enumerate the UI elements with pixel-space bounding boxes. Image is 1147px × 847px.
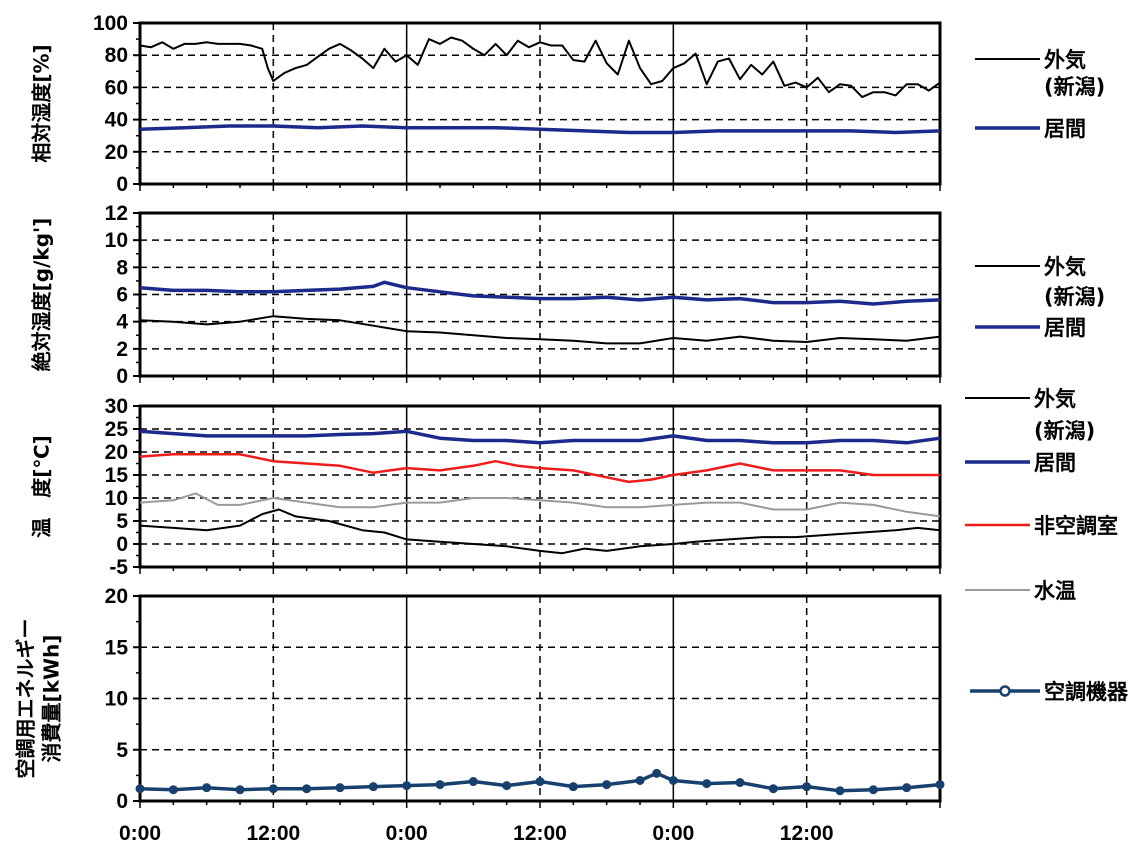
y-tick-label: 10 [105, 688, 128, 711]
data-point [335, 783, 345, 793]
legend-label: 外気 [1044, 255, 1086, 279]
x-tick-label: 12:00 [780, 822, 834, 845]
data-point [568, 782, 578, 792]
data-point [135, 784, 145, 794]
y-tick-label: 20 [105, 441, 128, 464]
y-tick-label: 5 [116, 510, 128, 533]
data-point [602, 780, 612, 790]
data-point [668, 776, 678, 785]
y-axis-title: 絶対湿度[g/kg'] [30, 218, 54, 372]
y-tick-label: 25 [105, 418, 129, 441]
legend-label: 居間 [1044, 117, 1086, 141]
y-tick-label: -5 [109, 556, 128, 579]
y-axis-title: 相対湿度[%] [30, 44, 54, 162]
y-axis-title: 空調用エネルギー [14, 619, 38, 779]
y-tick-label: 80 [105, 44, 128, 67]
data-point [935, 780, 945, 790]
data-point [735, 778, 745, 788]
data-point [368, 782, 378, 792]
y-tick-label: 15 [105, 636, 129, 659]
y-tick-label: 6 [116, 284, 128, 307]
chart-panel-2: 0 2 4 6 8 10 12 絶対湿度[g/kg'] 外気 (新潟) 居間 [30, 202, 1106, 388]
data-point [302, 784, 312, 794]
y-tick-label: 12 [105, 202, 128, 225]
data-point [835, 786, 845, 796]
legend-label: 外気 [1044, 48, 1086, 72]
legend-label: (新潟) [1044, 285, 1105, 309]
data-point [235, 785, 245, 795]
y-tick-label: 30 [105, 395, 128, 418]
y-tick-label: 20 [105, 585, 128, 608]
data-point [768, 784, 778, 794]
y-tick-label: 2 [116, 338, 128, 361]
data-point [652, 768, 662, 778]
x-tick-label: 0:00 [119, 822, 161, 845]
y-tick-label: 20 [105, 141, 128, 164]
data-point [802, 782, 812, 792]
x-tick-label: 12:00 [513, 822, 567, 845]
series-line-water [139, 492, 941, 518]
series-line-hvac [139, 771, 941, 793]
y-tick-label: 60 [105, 76, 128, 99]
data-point [535, 777, 545, 787]
y-tick-label: 8 [116, 256, 128, 279]
data-point [868, 785, 878, 795]
legend-label: 居間 [1034, 451, 1076, 475]
data-point [902, 783, 912, 793]
data-point [435, 780, 445, 790]
legend-marker [999, 685, 1011, 697]
y-tick-label: 100 [93, 12, 128, 35]
x-tick-label: 0:00 [652, 822, 694, 845]
y-tick-label: 15 [105, 464, 129, 487]
y-tick-label: 40 [105, 109, 128, 132]
legend-label: 水温 [1034, 579, 1076, 603]
y-tick-label: 5 [116, 739, 128, 762]
y-axis-title: 消費量[kWh] [40, 635, 64, 763]
series-line-living [139, 124, 941, 135]
x-tick-label: 12:00 [246, 822, 300, 845]
series-line-outdoor [139, 315, 941, 345]
series-line-outdoor [139, 508, 941, 555]
legend-label: (新潟) [1044, 75, 1105, 99]
y-axis-title: 温 度[℃] [30, 435, 54, 538]
y-tick-label: 0 [116, 173, 128, 196]
data-point [402, 781, 412, 791]
legend-label: 外気 [1034, 387, 1076, 411]
y-tick-label: 0 [116, 533, 128, 556]
series-line-outdoor [139, 36, 941, 99]
legend-label: 非空調室 [1034, 514, 1118, 538]
chart-panel-4: 0 5 10 15 20 空調用エネルギー 消費量[kWh] 空調機器 [14, 585, 1129, 813]
data-point [168, 785, 178, 795]
series-line-living [139, 429, 941, 445]
legend-label: (新潟) [1034, 419, 1095, 443]
data-point [268, 784, 278, 794]
chart-panel-1: 0 20 40 60 80 100 相対湿度[%] 外気 (新潟) 居間 [30, 12, 1106, 196]
y-tick-label: 0 [116, 790, 128, 813]
series-line-unconditioned [139, 453, 940, 484]
y-tick-label: 10 [105, 229, 128, 252]
legend-label: 居間 [1044, 316, 1086, 340]
y-tick-label: 0 [116, 365, 128, 388]
y-tick-label: 4 [116, 311, 128, 334]
y-tick-label: 10 [105, 487, 128, 510]
data-point [202, 783, 212, 793]
data-point [468, 777, 478, 787]
x-tick-label: 0:00 [386, 822, 428, 845]
data-point [702, 779, 712, 789]
data-point [635, 776, 645, 785]
data-point [502, 781, 512, 791]
legend-label: 空調機器 [1044, 680, 1129, 704]
series-line-living [139, 280, 941, 306]
